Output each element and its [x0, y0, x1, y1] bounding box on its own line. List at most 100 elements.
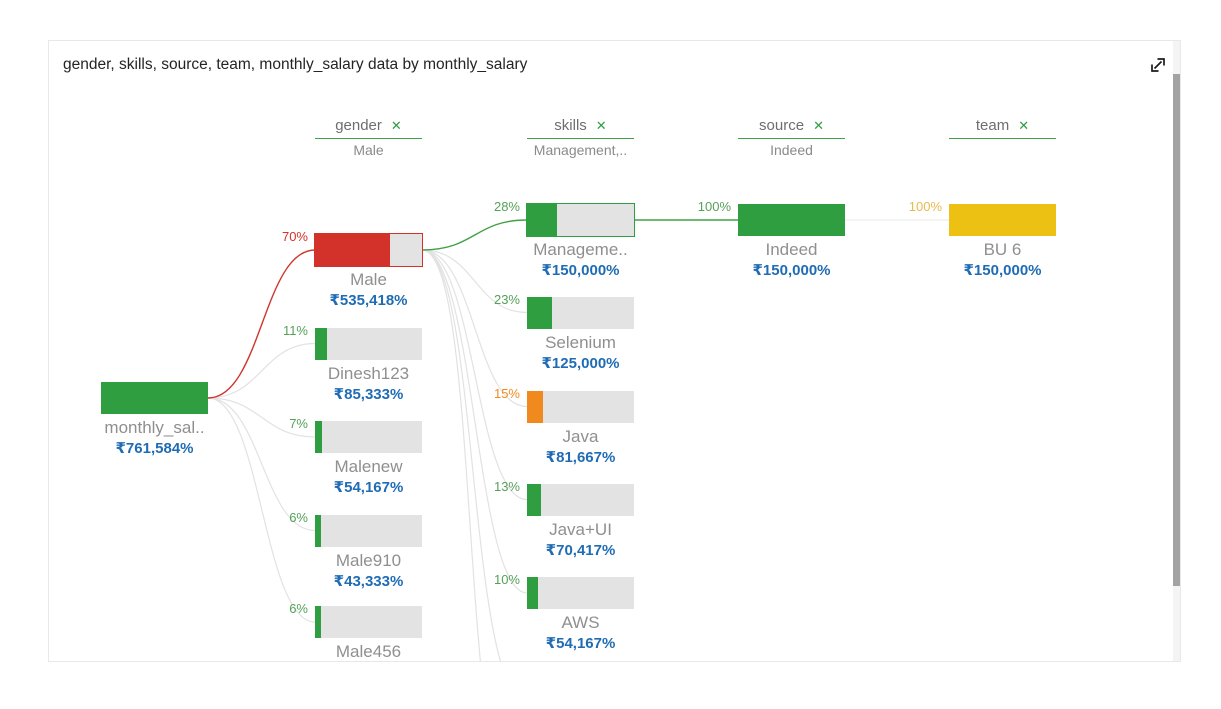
node-skills-aws-bar[interactable] — [527, 577, 634, 609]
bar-fill — [527, 297, 552, 329]
column-header-skills: skills ✕ Management,.. — [527, 117, 634, 158]
bar-fill — [315, 606, 322, 638]
bar-fill — [315, 515, 322, 547]
node-skills-aws: 10% AWS ₹54,167% — [494, 572, 634, 652]
node-percent: 13% — [493, 479, 520, 494]
column-header-team: team ✕ — [949, 117, 1056, 142]
node-team-bu6: 100% BU 6 ₹150,000% — [909, 199, 1056, 279]
node-percent: 10% — [493, 572, 520, 587]
column-field-gender: gender ✕ — [315, 117, 422, 139]
column-field-skills: skills ✕ — [527, 117, 634, 139]
node-label: AWS — [561, 613, 600, 632]
column-label: skills — [554, 117, 587, 134]
node-skills-java: 15% Java ₹81,667% — [494, 386, 634, 466]
node-label: Dinesh123 — [327, 364, 410, 383]
bar-fill — [527, 391, 544, 423]
node-skills-management-bar[interactable] — [526, 203, 635, 237]
bar-fill — [315, 421, 323, 453]
node-label: Male456 — [335, 642, 402, 661]
node-label: Manageme.. — [533, 240, 628, 259]
node-skills-java-ui-bar[interactable] — [527, 484, 634, 516]
node-skills-management: 28% Manageme.. ₹150,000% — [494, 199, 635, 279]
node-percent: 11% — [282, 323, 308, 338]
column-selected-value: Male — [353, 142, 384, 158]
node-root-bar[interactable] — [101, 382, 208, 414]
node-label: Java+UI — [549, 520, 612, 539]
bar-fill — [527, 577, 538, 609]
node-gender-malenew-bar[interactable] — [315, 421, 422, 453]
node-percent: 15% — [493, 386, 520, 401]
node-percent: 28% — [493, 199, 520, 214]
node-percent: 100% — [908, 199, 942, 214]
column-header-gender: gender ✕ Male — [315, 117, 422, 158]
node-label: BU 6 — [983, 240, 1022, 259]
column-label: source — [759, 117, 805, 134]
node-skills-java-ui: 13% Java+UI ₹70,417% — [494, 479, 634, 559]
bar-fill — [315, 234, 390, 266]
bar-fill — [949, 204, 1056, 236]
chart-title: gender, skills, source, team, monthly_sa… — [63, 56, 528, 73]
expand-diagonal-icon — [1151, 58, 1165, 72]
expand-button[interactable] — [1147, 54, 1169, 76]
visual-card: gender, skills, source, team, monthly_sa… — [48, 40, 1181, 662]
node-gender-male: 70% Male ₹535,418% — [282, 229, 423, 309]
node-label: Male — [350, 270, 387, 289]
bar-fill — [315, 328, 327, 360]
bar-fill — [101, 382, 208, 414]
node-gender-male910: 6% Male910 ₹43,333% — [289, 510, 422, 590]
node-skills-java-bar[interactable] — [527, 391, 634, 423]
node-value: ₹85,333% — [333, 386, 404, 403]
node-percent: 6% — [289, 601, 308, 616]
remove-field-team-icon[interactable]: ✕ — [1018, 118, 1030, 133]
node-value: ₹54,167% — [333, 479, 404, 496]
node-gender-male910-bar[interactable] — [315, 515, 422, 547]
node-value: ₹535,418% — [329, 292, 408, 309]
node-label: Indeed — [765, 240, 818, 259]
node-team-bu6-bar[interactable] — [949, 204, 1056, 236]
node-source-indeed-bar[interactable] — [738, 204, 845, 236]
node-label: monthly_sal.. — [104, 418, 205, 437]
node-gender-dinesh123: 11% Dinesh123 ₹85,333% — [283, 323, 422, 403]
column-header-source: source ✕ Indeed — [738, 117, 845, 158]
node-percent: 7% — [289, 416, 308, 431]
node-value: ₹81,667% — [545, 449, 616, 466]
column-selected-value: Management,.. — [533, 142, 628, 158]
node-value: ₹150,000% — [752, 262, 831, 279]
column-label: team — [975, 117, 1010, 134]
bar-fill — [738, 204, 845, 236]
scrollbar-track[interactable] — [1173, 41, 1180, 661]
bar-fill — [527, 484, 541, 516]
node-value: ₹150,000% — [963, 262, 1042, 279]
column-field-team: team ✕ — [949, 117, 1056, 139]
node-value: ₹70,417% — [545, 542, 616, 559]
column-label: gender — [335, 117, 382, 134]
node-skills-selenium: 23% Selenium ₹125,000% — [494, 292, 634, 372]
scrollbar-thumb[interactable] — [1173, 74, 1180, 586]
node-skills-selenium-bar[interactable] — [527, 297, 634, 329]
node-gender-male-bar[interactable] — [314, 233, 423, 267]
remove-field-skills-icon[interactable]: ✕ — [595, 118, 607, 133]
node-gender-male456-bar[interactable] — [315, 606, 422, 638]
node-gender-malenew: 7% Malenew ₹54,167% — [289, 416, 422, 496]
node-label: Male910 — [335, 551, 402, 570]
node-percent: 100% — [697, 199, 731, 214]
node-label: Java — [562, 427, 599, 446]
node-value: ₹125,000% — [541, 355, 620, 372]
node-gender-male456: 6% Male456 — [289, 601, 422, 661]
node-percent: 23% — [493, 292, 520, 307]
node-label: Selenium — [545, 333, 616, 352]
node-percent: 6% — [289, 510, 308, 525]
node-value: ₹54,167% — [545, 635, 616, 652]
remove-field-gender-icon[interactable]: ✕ — [390, 118, 402, 133]
node-root: monthly_sal.. ₹761,584% — [101, 382, 208, 457]
bar-fill — [527, 204, 557, 236]
node-label: Malenew — [334, 457, 403, 476]
node-value: ₹43,333% — [333, 573, 404, 590]
column-field-source: source ✕ — [738, 117, 845, 139]
node-percent: 70% — [281, 229, 308, 244]
node-source-indeed: 100% Indeed ₹150,000% — [698, 199, 845, 279]
node-gender-dinesh123-bar[interactable] — [315, 328, 422, 360]
remove-field-source-icon[interactable]: ✕ — [813, 118, 824, 133]
node-value: ₹150,000% — [541, 262, 620, 279]
